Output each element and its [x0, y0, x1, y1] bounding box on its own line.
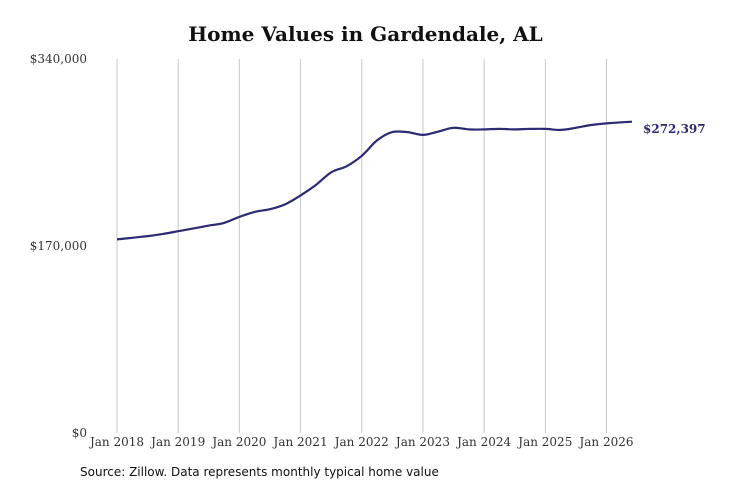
- chart-title: Home Values in Gardendale, AL: [188, 22, 543, 46]
- axis-labels: Jan 2018 Jan 2019 Jan 2020 Jan 2021 Jan 2022…: [30, 52, 634, 449]
- x-tick-label: Jan 2023: [394, 435, 450, 449]
- gridlines: [116, 59, 608, 433]
- y-tick-label: $0: [72, 426, 87, 440]
- x-tick-label: Jan 2024: [455, 435, 511, 449]
- x-tick-label: Jan 2020: [210, 435, 266, 449]
- x-tick-label: Jan 2022: [333, 435, 389, 449]
- y-tick-label: $170,000: [30, 239, 87, 253]
- end-value-label: $272,397: [643, 122, 706, 136]
- x-tick-label: Jan 2018: [88, 435, 144, 449]
- x-tick-label: Jan 2025: [516, 435, 572, 449]
- series: $272,397: [116, 120, 706, 241]
- source-note: Source: Zillow. Data represents monthly …: [80, 465, 439, 479]
- x-tick-label: Jan 2026: [577, 435, 633, 449]
- x-tick-label: Jan 2021: [272, 435, 328, 449]
- y-tick-label: $340,000: [30, 52, 87, 66]
- x-tick-label: Jan 2019: [149, 435, 205, 449]
- series-line-0: [116, 120, 633, 241]
